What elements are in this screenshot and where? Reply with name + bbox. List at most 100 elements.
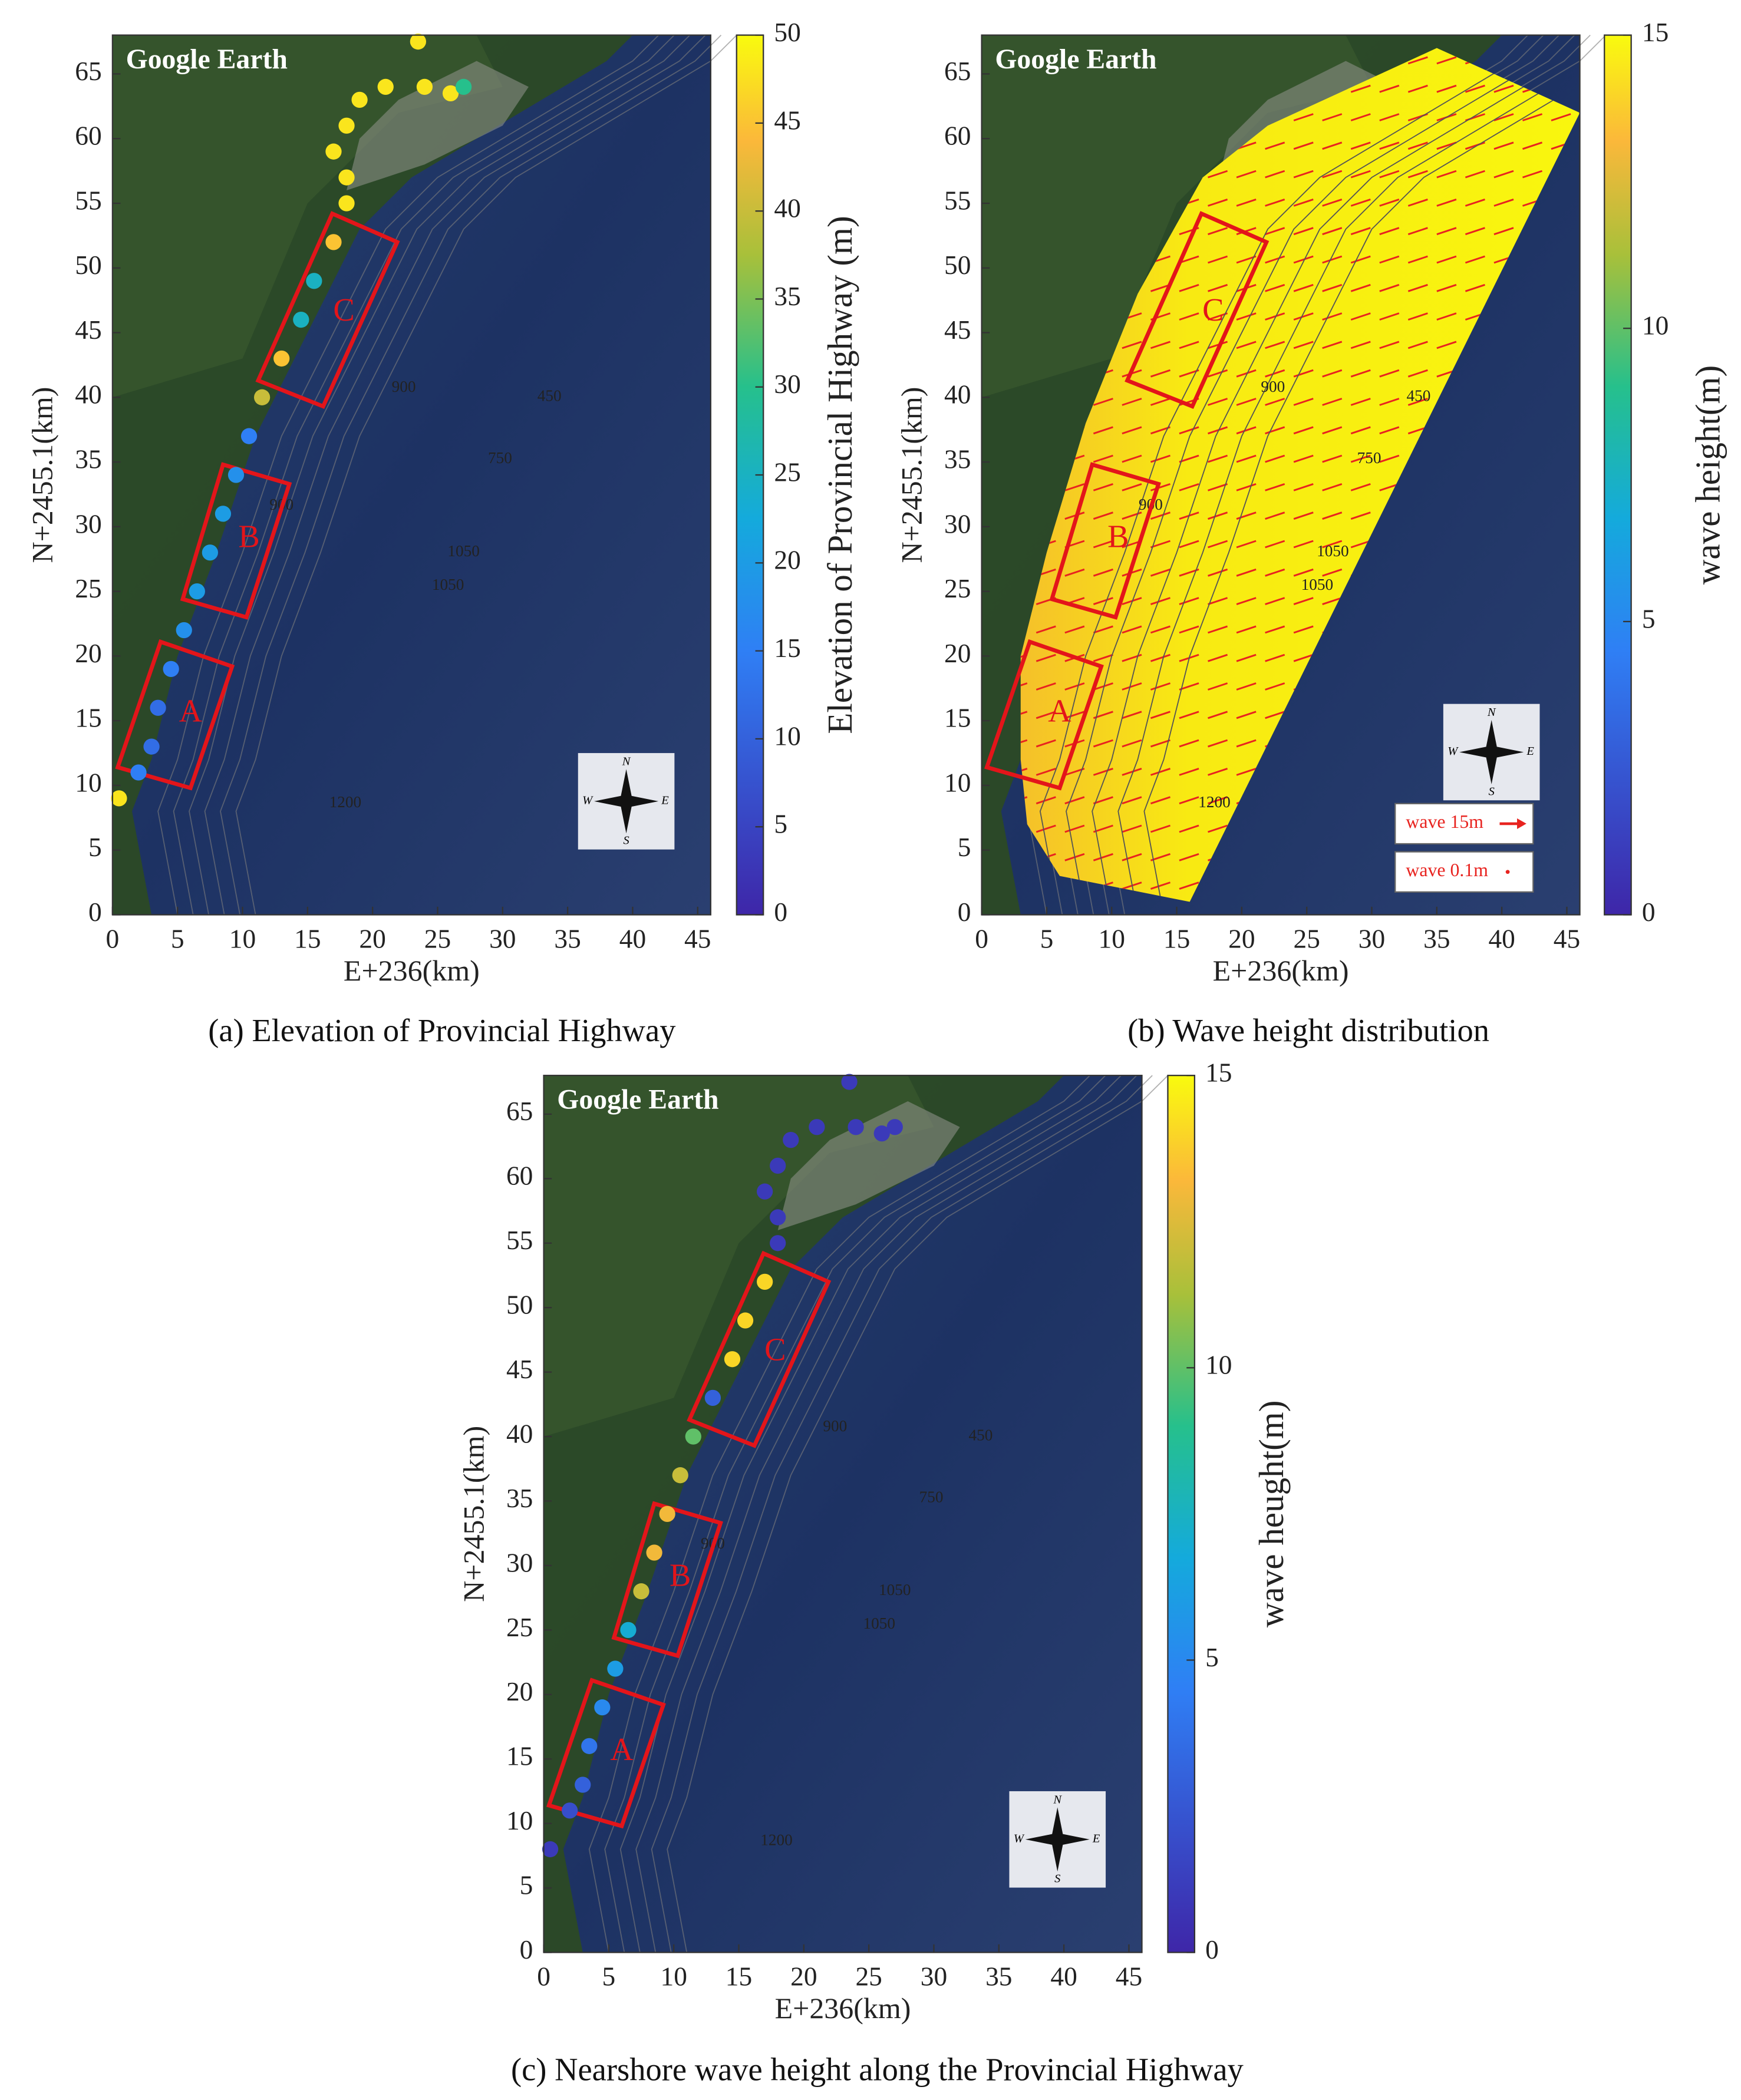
wave-arrow bbox=[1322, 483, 1343, 491]
axes-frame bbox=[543, 1075, 1143, 1953]
compass-letter: N bbox=[1487, 706, 1496, 719]
wave-arrow bbox=[1122, 625, 1142, 634]
contour-line bbox=[1066, 48, 1568, 902]
wave-arrow bbox=[1493, 170, 1514, 179]
wave-arrow bbox=[1293, 568, 1314, 577]
y-axis-label: N+2455.1(km) bbox=[895, 387, 928, 563]
y-axis-label: N+2455.1(km) bbox=[457, 1426, 490, 1602]
wave-arrow bbox=[1236, 511, 1257, 520]
wave-arrow bbox=[1293, 199, 1314, 207]
legend-label: wave 0.1m bbox=[1406, 860, 1488, 880]
contour-line bbox=[667, 1075, 1169, 1953]
highway-point bbox=[848, 1119, 864, 1135]
wave-arrow bbox=[1265, 511, 1285, 520]
wave-arrow bbox=[1150, 283, 1170, 292]
highway-point bbox=[202, 544, 218, 561]
caption: (b) Wave height distribution bbox=[1127, 1012, 1489, 1048]
wave-arrow bbox=[1093, 625, 1113, 634]
wave-arrow bbox=[1208, 824, 1228, 833]
y-tick-label: 65 bbox=[506, 1097, 533, 1126]
wave-arrow bbox=[1493, 227, 1514, 236]
contour-label: 1050 bbox=[1301, 576, 1334, 593]
highway-point bbox=[607, 1660, 624, 1677]
highway-point bbox=[455, 78, 472, 95]
axes-frame bbox=[981, 34, 1581, 916]
y-tick-label: 5 bbox=[958, 833, 971, 862]
highway-point bbox=[130, 764, 147, 781]
y-tick-label: 25 bbox=[75, 574, 101, 603]
wave-arrow bbox=[1322, 141, 1343, 150]
wave-arrow bbox=[1150, 796, 1170, 805]
wave-arrow bbox=[1236, 768, 1257, 776]
wave-arrow bbox=[1265, 653, 1285, 662]
colorbar-tick-label: 50 bbox=[774, 18, 800, 47]
wave-arrow bbox=[1122, 796, 1142, 805]
wave-arrow bbox=[1265, 540, 1285, 549]
wave-arrow bbox=[1322, 227, 1343, 236]
wave-arrow bbox=[1293, 170, 1314, 179]
region-label: A bbox=[179, 693, 202, 729]
wave-arrow bbox=[1293, 483, 1314, 491]
wave-arrow bbox=[1093, 682, 1113, 691]
wave-arrow bbox=[1208, 540, 1228, 549]
highway-point bbox=[442, 85, 459, 102]
wave-arrow bbox=[1236, 341, 1257, 349]
highway-point bbox=[377, 78, 394, 95]
wave-arrow bbox=[1265, 398, 1285, 406]
compass-letter: N bbox=[1053, 1794, 1062, 1807]
y-tick-label: 35 bbox=[75, 445, 101, 474]
wave-arrow bbox=[1322, 283, 1343, 292]
wave-arrow bbox=[1208, 768, 1228, 776]
wave-arrow bbox=[1208, 711, 1228, 719]
wave-arrow bbox=[1093, 853, 1113, 861]
y-tick-label: 40 bbox=[506, 1419, 533, 1448]
y-tick-label: 25 bbox=[944, 574, 971, 603]
highway-point bbox=[273, 350, 290, 367]
contour-line bbox=[189, 34, 691, 915]
wave-arrow bbox=[1093, 568, 1113, 577]
wave-arrow bbox=[1179, 369, 1199, 378]
wave-arrow bbox=[1350, 483, 1371, 491]
wave-arrow bbox=[1379, 369, 1400, 378]
legend-dot bbox=[1505, 870, 1510, 874]
wave-arrow bbox=[1150, 426, 1170, 435]
highway-point bbox=[770, 1157, 786, 1174]
wave-arrow bbox=[1236, 568, 1257, 577]
compass-star bbox=[1459, 719, 1524, 784]
highway-point bbox=[841, 1074, 858, 1090]
wave-arrow bbox=[1465, 141, 1485, 150]
wave-arrow bbox=[1208, 426, 1228, 435]
y-tick-label: 15 bbox=[75, 704, 101, 733]
highway-point bbox=[873, 1125, 890, 1142]
wave-arrow bbox=[1236, 454, 1257, 463]
wave-arrow bbox=[1436, 56, 1457, 65]
highway-point bbox=[886, 1119, 903, 1135]
wave-arrow bbox=[1465, 227, 1485, 236]
compass-letter: W bbox=[582, 794, 593, 807]
wave-arrow bbox=[1379, 426, 1400, 435]
wave-arrow bbox=[1265, 341, 1285, 349]
colorbar-label: Elevation of Provincial Highway (m) bbox=[820, 216, 859, 734]
x-axis-label: E+236(km) bbox=[1213, 954, 1349, 987]
wave-arrow bbox=[1236, 483, 1257, 491]
y-tick-label: 35 bbox=[506, 1484, 533, 1513]
wave-arrow bbox=[1522, 170, 1543, 179]
contour-label: 450 bbox=[1407, 387, 1431, 405]
region-box bbox=[546, 1678, 666, 1829]
wave-arrow bbox=[1093, 511, 1113, 520]
x-tick-label: 20 bbox=[359, 924, 385, 953]
region-label: A bbox=[1048, 693, 1071, 729]
wave-arrow bbox=[1093, 483, 1113, 491]
x-tick-label: 5 bbox=[171, 924, 184, 953]
compass-letter: E bbox=[661, 794, 669, 807]
region-label: B bbox=[1107, 518, 1129, 554]
wave-arrow bbox=[1208, 739, 1228, 748]
region-box bbox=[1049, 462, 1161, 620]
x-tick-label: 0 bbox=[537, 1962, 550, 1991]
wave-arrow bbox=[1293, 312, 1314, 321]
watermark: Google Earth bbox=[995, 44, 1156, 75]
wave-arrow bbox=[1350, 141, 1371, 150]
town bbox=[777, 1101, 960, 1230]
contour-label: 900 bbox=[1261, 378, 1285, 395]
